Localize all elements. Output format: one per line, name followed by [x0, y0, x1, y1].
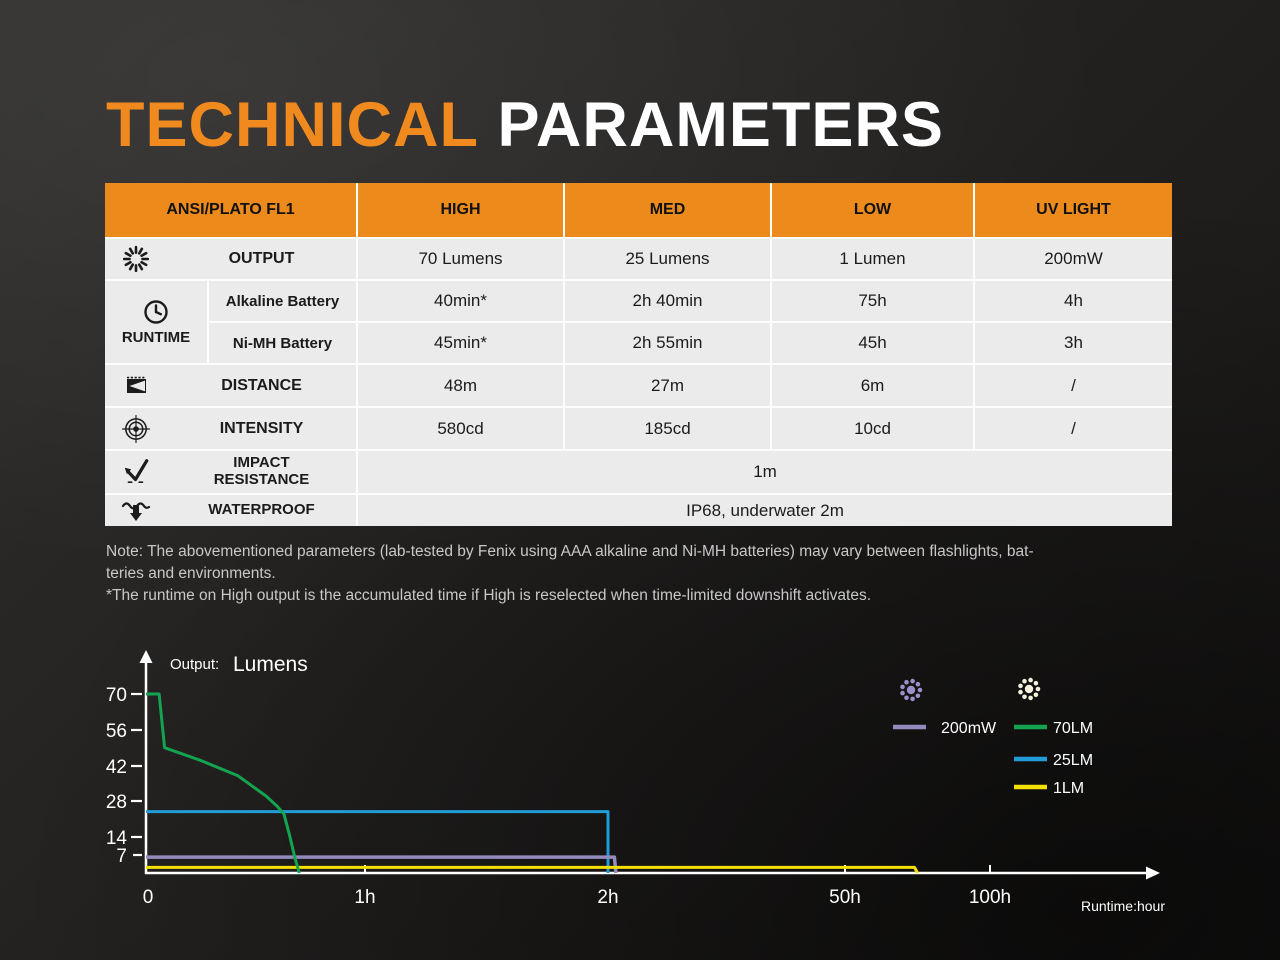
bounce-arrow-icon — [105, 457, 167, 487]
clock-icon — [142, 298, 170, 326]
alkaline-battery-label: Alkaline Battery — [209, 281, 356, 321]
runtime-alkaline-uv: 4h — [975, 281, 1172, 321]
y-tick-28: 28 — [106, 792, 127, 813]
waterproof-value: IP68, underwater 2m — [358, 495, 1172, 526]
beam-icon — [105, 372, 167, 400]
row-waterproof-label: WATERPROOF — [105, 495, 356, 526]
series-line-1LM — [146, 865, 919, 874]
series-line-70LM — [146, 692, 301, 874]
header-uv-light: UV LIGHT — [975, 183, 1172, 237]
distance-high: 48m — [358, 365, 563, 406]
output-med: 25 Lumens — [565, 239, 770, 279]
y-tick-marks — [131, 692, 142, 857]
legend-label-200mw: 200mW — [941, 720, 997, 737]
runtime-nimh-uv: 3h — [975, 323, 1172, 363]
intensity-uv: / — [975, 408, 1172, 449]
page-title: TECHNICAL PARAMETERS — [106, 94, 944, 157]
y-tick-14: 14 — [106, 828, 128, 849]
light-burst-icon — [1018, 677, 1041, 701]
x-axis-label: Runtime:hour — [1081, 898, 1165, 914]
impact-label-line1: IMPACT — [233, 454, 290, 472]
header-high: HIGH — [358, 183, 563, 237]
y-tick-labels: 70 56 42 28 14 7 — [106, 685, 128, 867]
chart-title-prefix: Output: — [170, 656, 219, 673]
intensity-med: 185cd — [565, 408, 770, 449]
x-axis-arrow — [1146, 866, 1160, 880]
runtime-alkaline-low: 75h — [772, 281, 973, 321]
row-distance-label: DISTANCE — [105, 365, 356, 406]
legend-label-1lm: 1LM — [1053, 780, 1084, 797]
output-uv: 200mW — [975, 239, 1172, 279]
spec-table: ANSI/PLATO FL1 HIGH MED LOW UV LIGHT OUT… — [105, 183, 1172, 526]
series-line-200mW — [146, 855, 618, 874]
water-arrow-icon — [105, 498, 167, 524]
distance-label: DISTANCE — [221, 376, 302, 394]
sun-rays-icon — [105, 244, 167, 274]
x-tick-0: 0 — [143, 887, 154, 908]
y-axis-arrow — [139, 650, 153, 663]
impact-label-line2: RESISTANCE — [213, 471, 310, 488]
x-tick-100h: 100h — [969, 887, 1011, 908]
footnote-line-3: *The runtime on High output is the accum… — [106, 587, 872, 604]
row-impact-label: IMPACT RESISTANCE — [105, 451, 356, 493]
distance-low: 6m — [772, 365, 973, 406]
target-icon — [105, 414, 167, 444]
distance-uv: / — [975, 365, 1172, 406]
row-output-label: OUTPUT — [105, 239, 356, 279]
row-runtime-label: RUNTIME — [105, 281, 207, 363]
footnote-line-1: Note: The abovementioned parameters (lab… — [106, 543, 1034, 560]
uv-burst-icon — [900, 678, 923, 702]
runtime-nimh-high: 45min* — [358, 323, 563, 363]
y-tick-56: 56 — [106, 721, 127, 742]
intensity-low: 10cd — [772, 408, 973, 449]
runtime-alkaline-high: 40min* — [358, 281, 563, 321]
x-tick-labels: 0 1h 2h 50h 100h — [143, 887, 1011, 908]
page-title-white-text: PARAMETERS — [497, 90, 944, 160]
nimh-battery-label: Ni-MH Battery — [209, 323, 356, 363]
runtime-alkaline-med: 2h 40min — [565, 281, 770, 321]
runtime-nimh-med: 2h 55min — [565, 323, 770, 363]
chart-legend: 200mW 70LM 25LM 1LM — [893, 677, 1093, 797]
header-ansi-plato: ANSI/PLATO FL1 — [105, 183, 356, 237]
waterproof-label: WATERPROOF — [208, 501, 315, 519]
footnote-block: Note: The abovementioned parameters (lab… — [106, 541, 1186, 607]
x-tick-1h: 1h — [354, 887, 375, 908]
output-label: OUTPUT — [228, 250, 295, 268]
impact-value: 1m — [358, 451, 1172, 493]
x-tick-50h: 50h — [829, 887, 861, 908]
legend-label-25lm: 25LM — [1053, 752, 1093, 769]
series-layer — [146, 692, 919, 874]
header-low: LOW — [772, 183, 973, 237]
output-high: 70 Lumens — [358, 239, 563, 279]
header-med: MED — [565, 183, 770, 237]
distance-med: 27m — [565, 365, 770, 406]
chart-title-unit: Lumens — [233, 653, 308, 676]
runtime-label: RUNTIME — [121, 329, 191, 346]
footnote-line-2: teries and environments. — [106, 565, 276, 582]
output-low: 1 Lumen — [772, 239, 973, 279]
y-tick-42: 42 — [106, 757, 127, 778]
legend-label-70lm: 70LM — [1053, 720, 1093, 737]
intensity-high: 580cd — [358, 408, 563, 449]
x-tick-2h: 2h — [597, 887, 618, 908]
y-tick-7: 7 — [116, 846, 127, 867]
y-tick-70: 70 — [106, 685, 127, 706]
series-line-25LM — [146, 810, 610, 873]
page-title-orange: TECHNICAL — [106, 90, 479, 160]
runtime-nimh-low: 45h — [772, 323, 973, 363]
row-intensity-label: INTENSITY — [105, 408, 356, 449]
intensity-label: INTENSITY — [219, 419, 304, 437]
